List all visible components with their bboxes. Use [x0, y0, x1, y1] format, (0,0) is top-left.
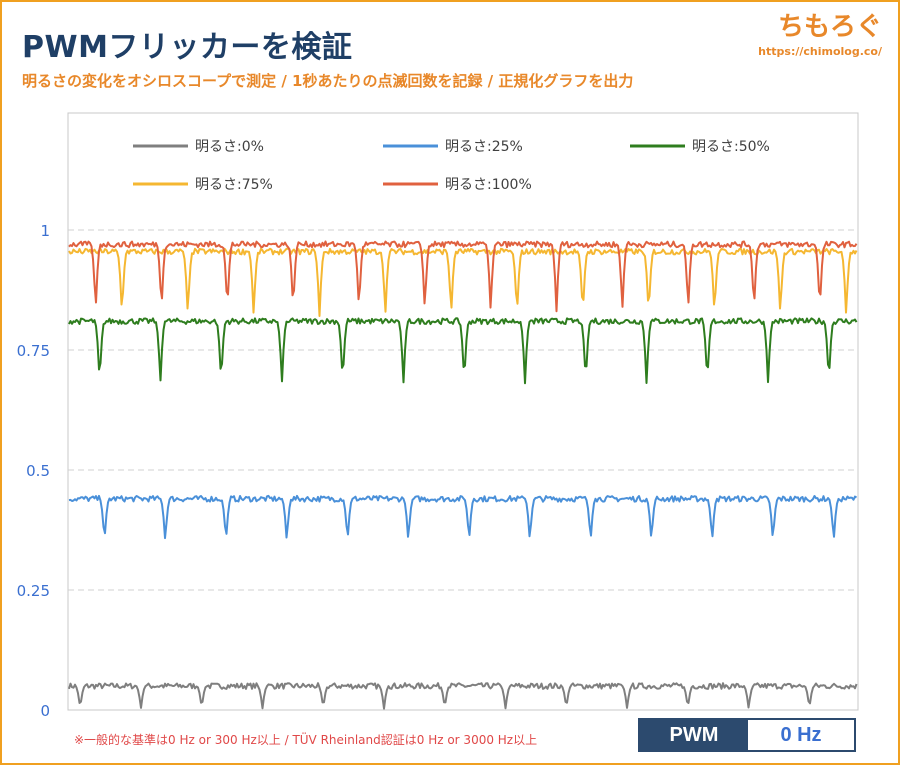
y-tick-label: 0.25	[17, 582, 50, 600]
pwm-result-box: PWM 0 Hz	[638, 718, 856, 752]
legend-label: 明るさ:25%	[445, 139, 523, 155]
page-subtitle: 明るさの変化をオシロスコープで測定 / 1秒あたりの点滅回数を記録 / 正規化グ…	[22, 72, 634, 90]
pwm-label: PWM	[640, 720, 748, 750]
brand-logo-text: ちもろぐ	[777, 12, 882, 42]
series-line	[68, 682, 858, 710]
series-line	[68, 317, 858, 385]
legend-label: 明るさ:0%	[195, 139, 264, 155]
series-line	[68, 494, 858, 540]
series-line	[68, 247, 858, 317]
legend-label: 明るさ:100%	[445, 177, 532, 193]
page-title: PWMフリッカーを検証	[22, 30, 353, 65]
brand: ちもろぐ https://chimolog.co/	[758, 6, 882, 58]
y-tick-label: 1	[40, 222, 50, 240]
y-tick-label: 0.5	[26, 462, 50, 480]
pwm-value: 0 Hz	[748, 720, 854, 750]
y-tick-label: 0	[40, 702, 50, 720]
y-tick-label: 0.75	[17, 342, 50, 360]
plot-area	[67, 112, 859, 711]
series-line	[68, 240, 858, 313]
legend-label: 明るさ:50%	[692, 139, 770, 155]
brand-url: https://chimolog.co/	[758, 45, 882, 58]
footnote: ※一般的な基準は0 Hz or 300 Hz以上 / TÜV Rheinland…	[74, 733, 538, 747]
legend-label: 明るさ:75%	[195, 177, 273, 193]
